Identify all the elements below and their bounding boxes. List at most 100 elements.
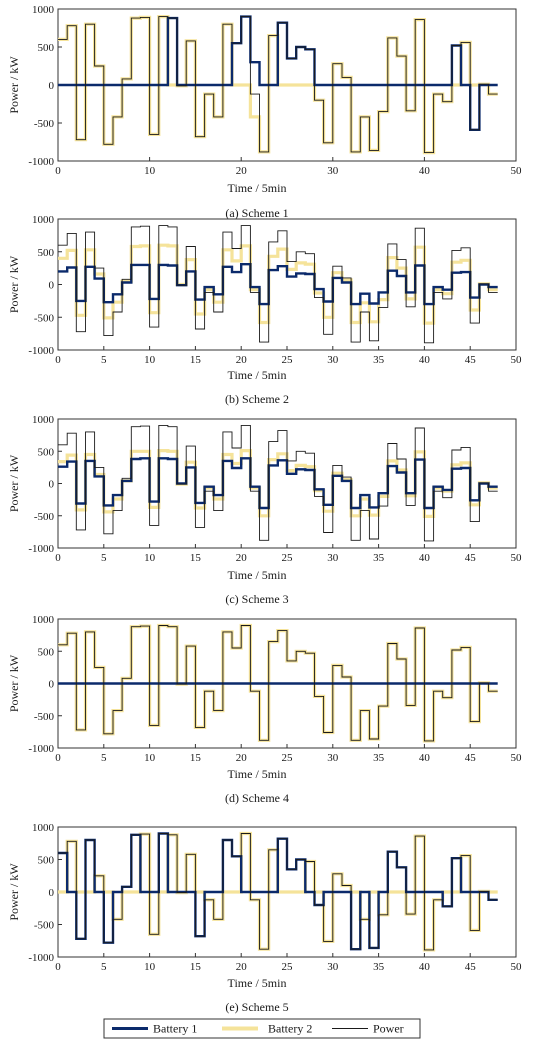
x-tick-label-5-5: 25 [282, 961, 294, 973]
y-axis-label-5: Power / kW [7, 863, 21, 921]
x-tick-label-3-4: 20 [236, 552, 248, 564]
x-tick-label-5-4: 20 [236, 961, 248, 973]
panel-caption-4: (d) Scheme 4 [225, 791, 289, 805]
x-tick-label-4-2: 10 [144, 752, 156, 764]
y-tick-label-2-0: 1000 [32, 214, 55, 226]
x-tick-label-3-9: 45 [465, 552, 477, 564]
y-tick-label-2-2: 0 [49, 280, 55, 292]
x-tick-label-1-1: 10 [144, 165, 156, 177]
x-tick-label-3-7: 35 [373, 552, 385, 564]
x-tick-label-2-6: 30 [327, 354, 339, 366]
x-tick-label-4-10: 50 [511, 752, 523, 764]
x-tick-label-1-2: 20 [236, 165, 248, 177]
panel-caption-3: (c) Scheme 3 [225, 592, 288, 606]
x-tick-label-4-8: 40 [419, 752, 431, 764]
y-tick-label-5-2: 0 [49, 887, 55, 899]
legend-label-1: Battery 1 [153, 1022, 197, 1036]
x-axis-label-1: Time / 5min [228, 181, 287, 195]
y-tick-label-2-4: -1000 [28, 345, 54, 357]
x-tick-label-3-10: 50 [511, 552, 523, 564]
y-tick-label-4-4: -1000 [28, 743, 54, 755]
power-line-1 [58, 16, 498, 154]
x-tick-label-3-0: 0 [55, 552, 61, 564]
y-tick-label-4-3: -500 [34, 711, 55, 723]
x-tick-label-2-5: 25 [282, 354, 294, 366]
x-tick-label-2-8: 40 [419, 354, 431, 366]
panel-caption-2: (b) Scheme 2 [225, 392, 289, 406]
x-tick-label-2-7: 35 [373, 354, 385, 366]
y-tick-label-5-1: 500 [38, 855, 55, 867]
power-line-5 [58, 833, 498, 951]
y-tick-label-1-4: -1000 [28, 156, 54, 168]
y-tick-label-1-2: 0 [49, 80, 55, 92]
y-tick-label-1-0: 1000 [32, 4, 55, 16]
x-tick-label-2-2: 10 [144, 354, 156, 366]
x-tick-label-5-9: 45 [465, 961, 477, 973]
x-tick-label-5-6: 30 [327, 961, 339, 973]
y-tick-label-2-1: 500 [38, 247, 55, 259]
y-tick-label-3-0: 1000 [32, 414, 55, 426]
x-axis-label-2: Time / 5min [228, 368, 287, 382]
x-tick-label-1-5: 50 [511, 165, 523, 177]
y-tick-label-4-2: 0 [49, 679, 55, 691]
x-axis-label-4: Time / 5min [228, 767, 287, 781]
x-tick-label-4-7: 35 [373, 752, 385, 764]
x-tick-label-1-4: 40 [419, 165, 431, 177]
x-tick-label-4-0: 0 [55, 752, 61, 764]
x-tick-label-1-3: 30 [327, 165, 339, 177]
x-tick-label-4-4: 20 [236, 752, 248, 764]
power-line-4 [58, 625, 498, 742]
x-tick-label-5-10: 50 [511, 961, 523, 973]
x-tick-label-4-9: 45 [465, 752, 477, 764]
y-tick-label-4-1: 500 [38, 646, 55, 658]
x-tick-label-3-1: 5 [101, 552, 107, 564]
x-tick-label-3-6: 30 [327, 552, 339, 564]
x-tick-label-5-3: 15 [190, 961, 202, 973]
y-tick-label-2-3: -500 [34, 312, 55, 324]
y-axis-label-2: Power / kW [7, 255, 21, 313]
x-tick-label-4-5: 25 [282, 752, 294, 764]
x-tick-label-5-8: 40 [419, 961, 431, 973]
x-tick-label-5-2: 10 [144, 961, 156, 973]
x-tick-label-3-8: 40 [419, 552, 431, 564]
x-tick-label-5-7: 35 [373, 961, 385, 973]
x-tick-label-2-3: 15 [190, 354, 202, 366]
y-axis-label-4: Power / kW [7, 654, 21, 712]
y-tick-label-3-2: 0 [49, 479, 55, 491]
x-tick-label-2-9: 45 [465, 354, 477, 366]
x-tick-label-3-3: 15 [190, 552, 202, 564]
x-tick-label-5-0: 0 [55, 961, 61, 973]
y-tick-label-3-4: -1000 [28, 543, 54, 555]
y-axis-label-1: Power / kW [7, 56, 21, 114]
y-tick-label-5-3: -500 [34, 920, 55, 932]
x-tick-label-3-5: 25 [282, 552, 294, 564]
power-line-2 [58, 225, 498, 344]
x-tick-label-2-1: 5 [101, 354, 107, 366]
legend-label-3: Power [373, 1022, 404, 1036]
y-tick-label-4-0: 1000 [32, 614, 55, 626]
y-tick-label-1-3: -500 [34, 118, 55, 130]
y-tick-label-3-1: 500 [38, 446, 55, 458]
y-tick-label-5-4: -1000 [28, 952, 54, 964]
x-tick-label-4-1: 5 [101, 752, 107, 764]
y-tick-label-3-3: -500 [34, 511, 55, 523]
x-axis-label-3: Time / 5min [228, 568, 287, 582]
panel-caption-1: (a) Scheme 1 [225, 206, 288, 220]
y-axis-label-3: Power / kW [7, 454, 21, 512]
x-axis-label-5: Time / 5min [228, 976, 287, 990]
y-tick-label-5-0: 1000 [32, 822, 55, 834]
x-tick-label-5-1: 5 [101, 961, 107, 973]
panel-caption-5: (e) Scheme 5 [225, 1000, 288, 1014]
x-tick-label-4-6: 30 [327, 752, 339, 764]
x-tick-label-2-4: 20 [236, 354, 248, 366]
power-line-3 [58, 424, 498, 542]
x-tick-label-2-0: 0 [55, 354, 61, 366]
x-tick-label-4-3: 15 [190, 752, 202, 764]
x-tick-label-2-10: 50 [511, 354, 523, 366]
x-tick-label-3-2: 10 [144, 552, 156, 564]
legend-box [103, 1018, 421, 1039]
legend-label-2: Battery 2 [268, 1022, 312, 1036]
y-tick-label-1-1: 500 [38, 42, 55, 54]
